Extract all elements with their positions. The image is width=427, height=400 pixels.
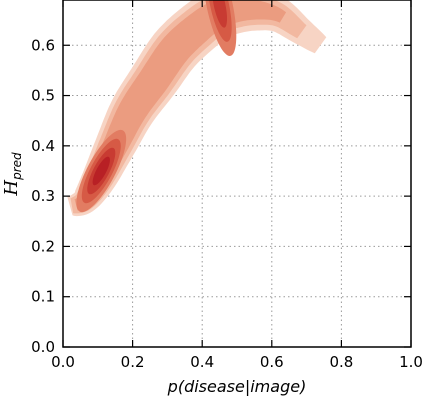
y-tick-label: 0.4 bbox=[31, 137, 55, 155]
y-tick-label: 0.1 bbox=[31, 288, 55, 306]
y-axis-label: Hpred bbox=[1, 152, 24, 197]
plot-frame bbox=[62, 0, 412, 348]
x-axis-label: p(disease|image) bbox=[167, 377, 307, 396]
density-peak-contour bbox=[92, 156, 110, 186]
grid-lines bbox=[63, 0, 411, 347]
x-tick-label: 0.0 bbox=[51, 353, 75, 371]
y-tick-label: 0.0 bbox=[31, 338, 55, 356]
x-tick-label: 0.4 bbox=[190, 353, 214, 371]
y-tick-labels: 0.0 0.1 0.2 0.3 0.4 0.5 0.6 bbox=[31, 36, 55, 356]
x-tick-label: 1.0 bbox=[399, 353, 423, 371]
density-peak-contour bbox=[212, 0, 228, 28]
y-tick-label: 0.3 bbox=[31, 187, 55, 205]
x-tick-label: 0.6 bbox=[260, 353, 284, 371]
y-axis-label-main: H bbox=[1, 180, 22, 197]
axis-ticks bbox=[62, 0, 412, 348]
y-tick-label: 0.6 bbox=[31, 36, 55, 54]
x-tick-label: 0.8 bbox=[329, 353, 353, 371]
y-tick-label: 0.5 bbox=[31, 87, 55, 105]
density-contours bbox=[67, 0, 327, 217]
x-tick-labels: 0.0 0.2 0.4 0.6 0.8 1.0 bbox=[51, 353, 423, 371]
y-axis-label-sub: pred bbox=[10, 152, 24, 181]
y-tick-label: 0.2 bbox=[31, 237, 55, 255]
x-tick-label: 0.2 bbox=[121, 353, 145, 371]
